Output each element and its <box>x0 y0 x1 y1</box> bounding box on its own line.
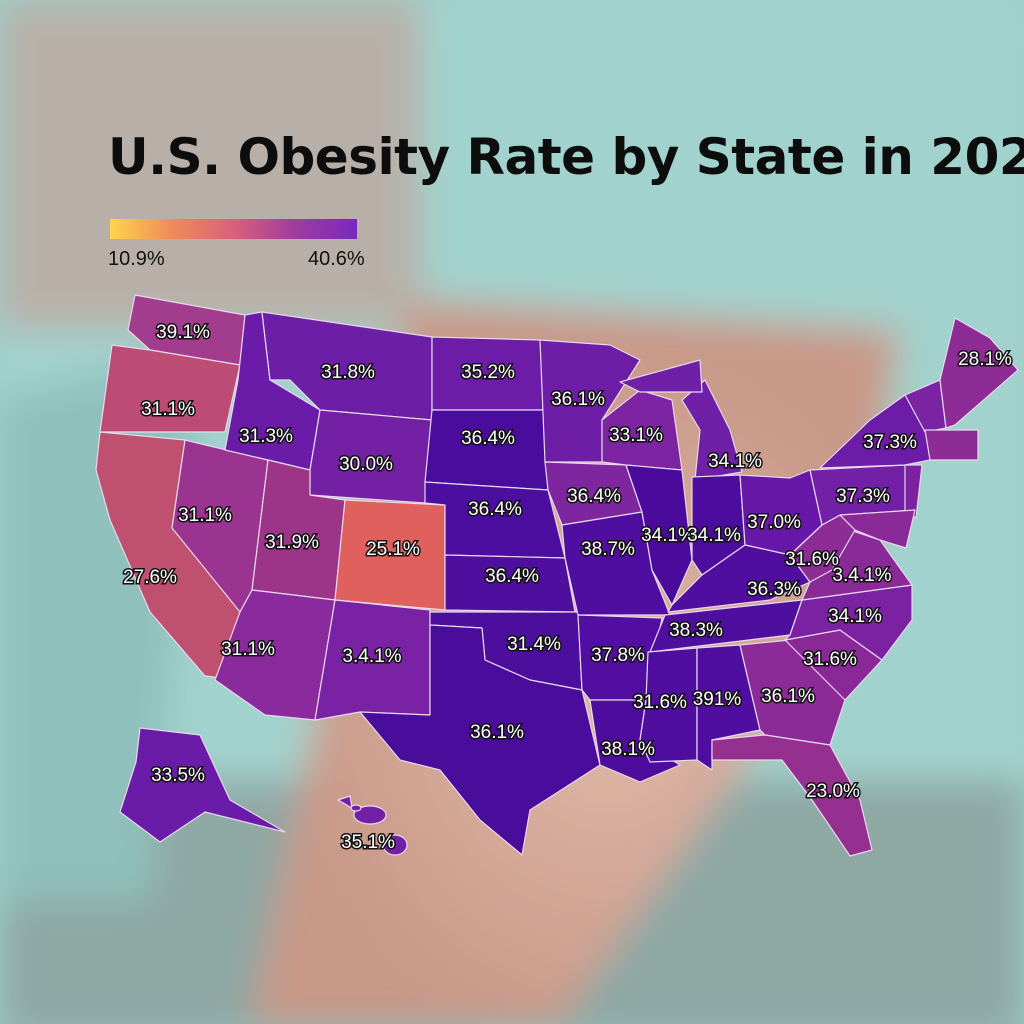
state-va <box>801 529 913 601</box>
state-wy <box>309 409 433 504</box>
state-hi-island <box>353 805 387 825</box>
state-value-label-fl: 23.0% <box>806 781 860 802</box>
state-or <box>99 344 241 433</box>
state-value-label-mt: 31.8% <box>321 362 375 383</box>
state-value-label-nc: 34.1% <box>828 606 882 627</box>
state-value-label-il: 34.1% <box>641 525 695 546</box>
state-value-label-va: 3.4.1% <box>832 565 891 586</box>
state-value-label-co: 25.1% <box>366 539 420 560</box>
state-value-label-ky: 36.3% <box>747 579 801 600</box>
state-me <box>939 317 1019 429</box>
state-value-label-ut: 31.9% <box>265 532 319 553</box>
state-fl <box>711 734 873 857</box>
state-value-label-ne: 36.4% <box>468 499 522 520</box>
state-value-label-al: 391% <box>693 689 742 710</box>
legend-min-label: 10.9% <box>108 248 165 270</box>
state-value-label-sd: 36.4% <box>461 428 515 449</box>
state-value-label-wy: 30.0% <box>339 454 393 475</box>
state-value-label-id: 31.3% <box>239 426 293 447</box>
state-value-label-ak: 33.5% <box>151 765 205 786</box>
state-value-label-wv: 31.6% <box>785 549 839 570</box>
state-value-label-tx: 36.1% <box>470 722 524 743</box>
state-value-label-wa: 39.1% <box>156 322 210 343</box>
state-value-label-wi: 33.1% <box>609 425 663 446</box>
state-value-label-hi: 35.1% <box>341 832 395 853</box>
state-hi <box>337 795 353 809</box>
state-value-label-mo: 38.7% <box>581 539 635 560</box>
state-value-label-la: 38.1% <box>601 739 655 760</box>
state-value-label-nd: 35.2% <box>461 362 515 383</box>
state-value-label-or: 31.1% <box>141 399 195 420</box>
state-ak <box>119 727 286 843</box>
state-value-label-mn: 36.1% <box>551 389 605 410</box>
state-value-label-sc: 31.6% <box>803 649 857 670</box>
state-sd <box>424 409 549 491</box>
state-value-label-ok: 31.4% <box>507 634 561 655</box>
state-value-label-ga: 36.1% <box>761 686 815 707</box>
state-tx <box>359 624 601 856</box>
state-value-label-pa: 37.3% <box>836 486 890 507</box>
legend-max-label: 40.6% <box>308 248 365 270</box>
state-nj <box>904 464 923 519</box>
state-value-label-ar: 37.8% <box>591 645 645 666</box>
state-value-label-in: 34.1% <box>687 525 741 546</box>
state-value-label-ks: 36.4% <box>485 566 539 587</box>
state-value-label-ms: 31.6% <box>633 692 687 713</box>
state-hi-island <box>382 834 408 856</box>
state-value-label-me: 28.1% <box>958 349 1012 370</box>
state-miu <box>619 359 703 393</box>
state-md <box>839 509 916 549</box>
state-mi <box>681 379 743 481</box>
state-value-label-nm: 3.4.1% <box>342 646 401 667</box>
state-value-label-nv: 31.1% <box>178 505 232 526</box>
state-value-label-az: 31.1% <box>221 639 275 660</box>
state-ky <box>667 544 811 613</box>
state-value-label-mi: 34.1% <box>708 451 762 472</box>
state-value-label-oh: 37.0% <box>747 512 801 533</box>
state-value-label-ca: 27.6% <box>123 567 177 588</box>
color-scale-legend <box>110 219 357 239</box>
state-hi-island <box>350 804 362 812</box>
state-value-label-ny: 37.3% <box>863 432 917 453</box>
state-value-label-tn: 38.3% <box>669 620 723 641</box>
state-value-label-ia: 36.4% <box>567 486 621 507</box>
state-sne <box>924 429 979 461</box>
page-title: U.S. Obesity Rate by State in 2024 <box>108 128 1024 186</box>
